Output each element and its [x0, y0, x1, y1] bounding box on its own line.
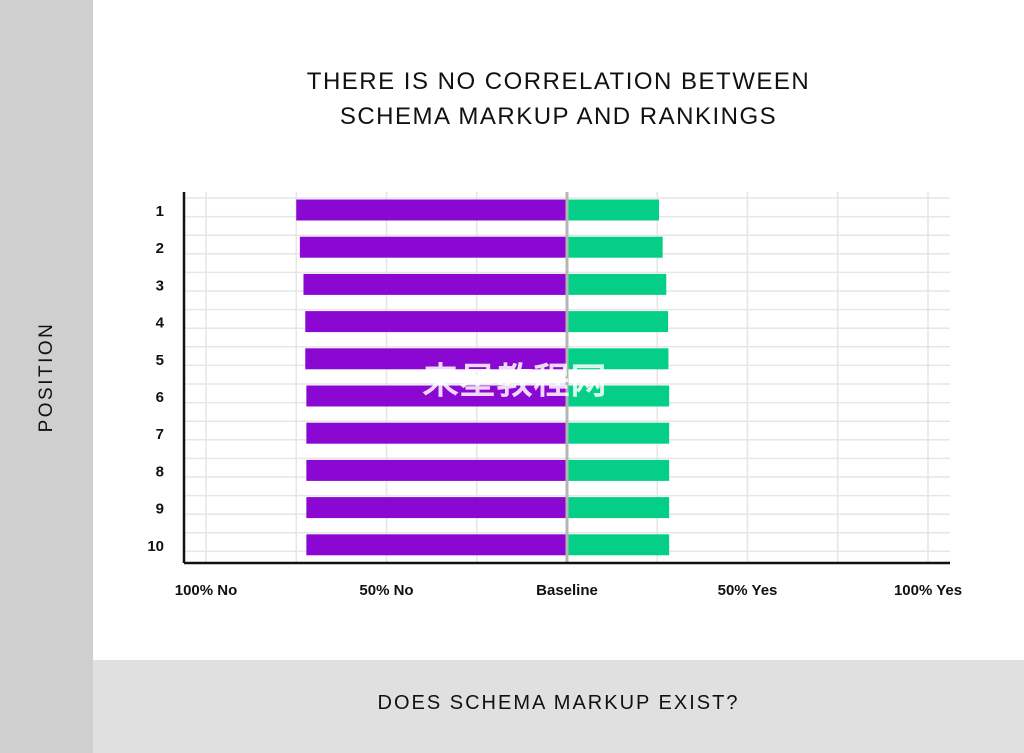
x-tick-label: Baseline	[536, 582, 598, 599]
chart-title: THERE IS NO CORRELATION BETWEEN SCHEMA M…	[93, 64, 1024, 134]
bar-yes	[567, 273, 667, 295]
y-tick-label: 9	[156, 501, 164, 518]
y-tick-label: 8	[156, 463, 164, 480]
bar-no	[296, 199, 567, 221]
y-axis-band	[0, 0, 93, 753]
bar-no	[305, 348, 567, 370]
bar-yes	[567, 385, 670, 407]
bar-no	[306, 422, 567, 444]
y-tick-label: 3	[156, 277, 164, 294]
chart-title-line-1: THERE IS NO CORRELATION BETWEEN	[306, 68, 811, 95]
x-axis-band	[93, 660, 1024, 753]
bar-no	[303, 273, 567, 295]
labels-layer: 1 2 3 4 5 6 7 8 9 10 100% No 50% No Baseline 50% Yes 1…	[147, 203, 962, 599]
y-tick-label: 7	[156, 426, 164, 443]
chart-title-line-2: SCHEMA MARKUP AND RANKINGS	[339, 103, 778, 130]
y-tick-label: 4	[156, 315, 165, 332]
bar-yes	[567, 311, 669, 333]
x-tick-label: 50% Yes	[718, 582, 778, 599]
watermark-text: 来星教程网	[422, 360, 608, 401]
bar-no	[306, 385, 567, 407]
bars-layer	[296, 199, 670, 556]
bar-yes	[567, 534, 670, 556]
x-tick-label: 100% No	[175, 582, 238, 599]
bar-no	[306, 497, 567, 519]
y-tick-label: 10	[147, 538, 164, 555]
bar-yes	[567, 199, 660, 221]
x-tick-label: 50% No	[359, 582, 413, 599]
bar-no	[305, 311, 567, 333]
bar-no	[306, 534, 567, 556]
y-tick-label: 1	[156, 203, 164, 220]
bar-yes	[567, 497, 670, 519]
axis-layer	[182, 192, 950, 565]
y-tick-label: 5	[156, 352, 164, 369]
x-tick-label: 100% Yes	[894, 582, 962, 599]
bar-no	[306, 459, 567, 481]
y-tick-label: 2	[156, 240, 164, 257]
x-axis-label: DOES SCHEMA MARKUP EXIST?	[377, 692, 740, 714]
bar-yes	[567, 348, 669, 370]
bar-yes	[567, 459, 670, 481]
y-tick-label: 6	[156, 389, 164, 406]
bar-yes	[567, 422, 670, 444]
bar-yes	[567, 236, 663, 258]
bar-no	[299, 236, 567, 258]
